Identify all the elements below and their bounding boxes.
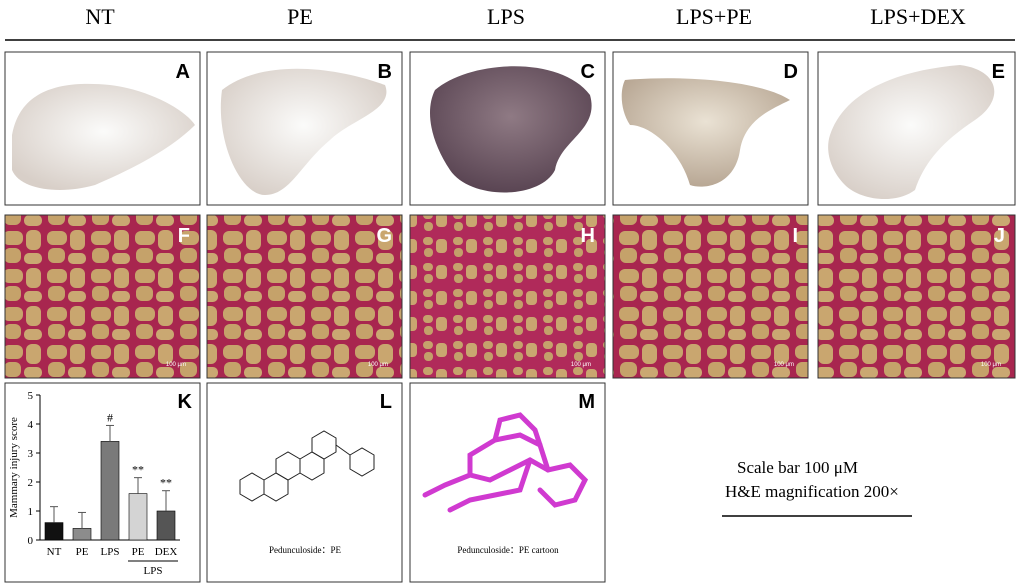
x-tick-label: PE bbox=[132, 546, 145, 558]
histology-image bbox=[206, 214, 403, 379]
group-label: LPS bbox=[144, 565, 163, 577]
panel-label: F bbox=[178, 225, 190, 247]
bar bbox=[156, 510, 176, 541]
panel-label: E bbox=[992, 61, 1005, 83]
column-header: LPS+PE bbox=[676, 4, 752, 29]
photo-frame bbox=[612, 51, 809, 206]
structure-drawing bbox=[239, 430, 375, 502]
scale-label: 100 μm bbox=[981, 362, 1001, 368]
bar bbox=[100, 441, 120, 541]
panel-label: A bbox=[176, 61, 190, 83]
panel-label: J bbox=[994, 225, 1005, 247]
panel-label: K bbox=[178, 391, 193, 413]
panel-label: C bbox=[581, 61, 595, 83]
molecule-cartoon bbox=[422, 412, 589, 513]
x-tick-label: PE bbox=[76, 546, 89, 558]
photo-frame bbox=[817, 51, 1016, 206]
panel-frame bbox=[4, 382, 201, 583]
y-axis-label: Mammary injury score bbox=[8, 417, 20, 518]
scale-label: 100 μm bbox=[166, 362, 186, 368]
column-header: NT bbox=[85, 4, 115, 29]
x-tick-label: DEX bbox=[155, 546, 178, 558]
histology-image bbox=[612, 214, 809, 379]
panel-label: L bbox=[380, 391, 392, 413]
panel-label: H bbox=[581, 225, 595, 247]
column-header: LPS+DEX bbox=[870, 4, 966, 29]
bar bbox=[72, 528, 92, 541]
histology-image bbox=[817, 214, 1016, 379]
significance-mark: ** bbox=[160, 476, 172, 490]
panel-frame bbox=[409, 382, 606, 583]
x-tick-label: LPS bbox=[101, 546, 120, 558]
panel-label: M bbox=[578, 391, 595, 413]
bar bbox=[128, 493, 148, 541]
photo-frame bbox=[206, 51, 403, 206]
structure-caption: Pedunculoside：PE bbox=[269, 545, 341, 555]
significance-mark: ** bbox=[132, 463, 144, 477]
y-tick-label: 4 bbox=[28, 419, 34, 431]
structure-caption: Pedunculoside：PE cartoon bbox=[457, 545, 559, 555]
panel-label: B bbox=[378, 61, 392, 83]
panel-label: I bbox=[792, 225, 798, 247]
panel-frame bbox=[206, 382, 403, 583]
x-tick-label: NT bbox=[47, 546, 62, 558]
significance-mark: # bbox=[107, 410, 113, 424]
y-tick-label: 5 bbox=[28, 390, 34, 402]
scale-label: 100 μm bbox=[571, 362, 591, 368]
note: H&E magnification 200× bbox=[725, 482, 899, 501]
y-tick-label: 0 bbox=[28, 535, 34, 547]
scale-label: 100 μm bbox=[368, 362, 388, 368]
specimens bbox=[12, 65, 995, 200]
note: Scale bar 100 μM bbox=[737, 458, 858, 477]
y-tick-label: 1 bbox=[28, 506, 34, 518]
panel-label: G bbox=[376, 225, 392, 247]
column-header: LPS bbox=[487, 4, 525, 29]
column-header: PE bbox=[287, 4, 313, 29]
panel-label: D bbox=[784, 61, 798, 83]
photo-frame bbox=[4, 51, 201, 206]
scale-label: 100 μm bbox=[774, 362, 794, 368]
photo-frame bbox=[409, 51, 606, 206]
histology-image bbox=[409, 214, 606, 379]
bar bbox=[44, 522, 64, 541]
histology-image bbox=[4, 214, 201, 379]
y-tick-label: 2 bbox=[28, 477, 34, 489]
y-tick-label: 3 bbox=[28, 448, 34, 460]
